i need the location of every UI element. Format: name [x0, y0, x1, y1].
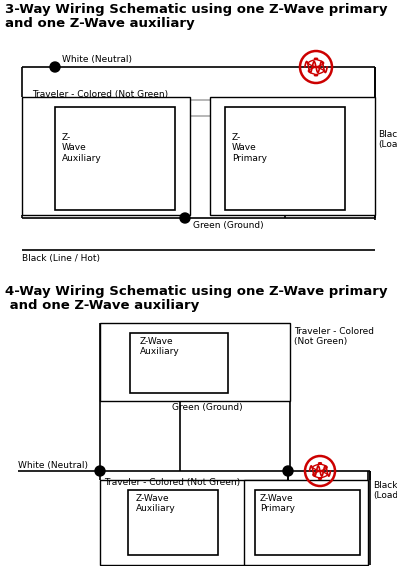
Bar	[225, 107, 345, 210]
Text: White (Neutral): White (Neutral)	[18, 461, 88, 470]
Bar	[100, 480, 288, 565]
Circle shape	[50, 62, 60, 72]
Text: Green (Ground): Green (Ground)	[193, 221, 264, 230]
Text: Z-Wave
Auxiliary: Z-Wave Auxiliary	[140, 337, 180, 357]
Bar	[128, 490, 218, 555]
Text: and one Z-Wave auxiliary: and one Z-Wave auxiliary	[5, 17, 195, 30]
Text: 4-Way Wiring Schematic using one Z-Wave primary: 4-Way Wiring Schematic using one Z-Wave …	[5, 285, 387, 298]
Bar	[210, 97, 375, 215]
Text: Black (Line / Hot): Black (Line / Hot)	[22, 254, 100, 263]
Bar	[244, 480, 368, 565]
Text: Z-Wave
Primary: Z-Wave Primary	[260, 494, 295, 513]
Text: Z-Wave
Auxiliary: Z-Wave Auxiliary	[136, 494, 176, 513]
Circle shape	[283, 466, 293, 476]
Text: Z-
Wave
Primary: Z- Wave Primary	[232, 133, 267, 163]
Text: Green (Ground): Green (Ground)	[172, 403, 243, 412]
Text: Traveler - Colored
(Not Green): Traveler - Colored (Not Green)	[294, 327, 374, 346]
Bar	[255, 490, 360, 555]
Circle shape	[180, 213, 190, 223]
Text: Traveler - Colored (Not Green): Traveler - Colored (Not Green)	[32, 90, 168, 99]
Text: Black
(Load): Black (Load)	[378, 130, 397, 149]
Text: White (Neutral): White (Neutral)	[62, 55, 132, 64]
Text: 3-Way Wiring Schematic using one Z-Wave primary: 3-Way Wiring Schematic using one Z-Wave …	[5, 3, 387, 16]
Bar	[55, 107, 175, 210]
Bar	[100, 323, 290, 401]
Text: Z-
Wave
Auxiliary: Z- Wave Auxiliary	[62, 133, 102, 163]
Text: Black
(Load): Black (Load)	[373, 481, 397, 500]
Circle shape	[95, 466, 105, 476]
Bar	[22, 97, 190, 215]
Text: Traveler - Colored (Not Green): Traveler - Colored (Not Green)	[104, 478, 240, 487]
Bar	[130, 333, 228, 393]
Text: and one Z-Wave auxiliary: and one Z-Wave auxiliary	[5, 299, 199, 312]
